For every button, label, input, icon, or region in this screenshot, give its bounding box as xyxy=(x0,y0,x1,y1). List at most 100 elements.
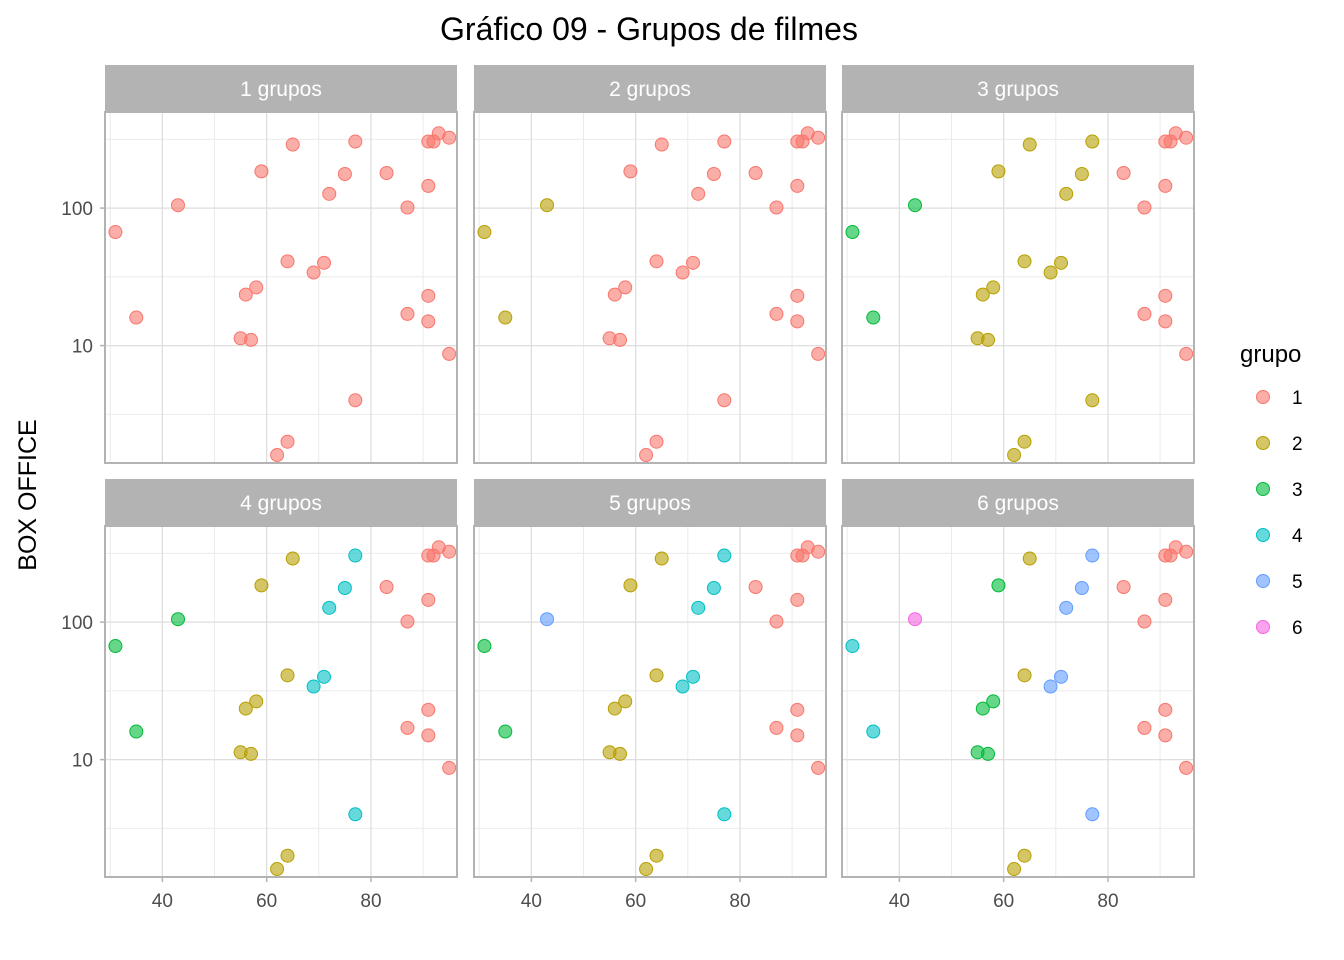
x-tick-label: 40 xyxy=(889,891,910,912)
data-point xyxy=(769,306,784,321)
data-point xyxy=(400,720,415,735)
data-point xyxy=(317,669,332,684)
data-point xyxy=(1007,862,1022,877)
facet-strip xyxy=(105,65,457,111)
data-point xyxy=(618,280,633,295)
data-point xyxy=(285,137,300,152)
data-point xyxy=(1017,668,1032,683)
x-tick-label: 60 xyxy=(993,891,1014,912)
data-point xyxy=(540,198,555,213)
y-axis-title: BOX OFFICE xyxy=(14,419,42,570)
data-point xyxy=(1043,265,1058,280)
data-point xyxy=(1158,178,1173,193)
legend-label: 4 xyxy=(1292,526,1303,547)
data-point xyxy=(706,581,721,596)
data-point xyxy=(1158,728,1173,743)
data-point xyxy=(421,592,436,607)
data-point xyxy=(249,694,264,709)
data-point xyxy=(244,332,259,347)
facet-panel-6: 6 grupos 40 60 80 xyxy=(841,479,1195,912)
data-point xyxy=(790,178,805,193)
data-point xyxy=(400,614,415,629)
data-point xyxy=(442,130,457,145)
data-point xyxy=(1137,720,1152,735)
data-point xyxy=(1116,580,1131,595)
data-point xyxy=(442,544,457,559)
facet-panel-2: 2 grupos xyxy=(473,65,827,464)
data-point xyxy=(1017,848,1032,863)
data-point xyxy=(845,639,860,654)
data-point xyxy=(1074,167,1089,182)
data-point xyxy=(1137,306,1152,321)
data-point xyxy=(1158,702,1173,717)
facet-strip xyxy=(474,65,826,111)
data-point xyxy=(1179,130,1194,145)
data-point xyxy=(1059,186,1074,201)
data-point xyxy=(991,578,1006,593)
data-point xyxy=(421,178,436,193)
data-points xyxy=(108,540,457,877)
x-tick-label: 80 xyxy=(360,891,381,912)
data-point xyxy=(1158,592,1173,607)
data-point xyxy=(811,130,826,145)
gridlines xyxy=(842,526,1194,877)
data-point xyxy=(769,200,784,215)
data-point xyxy=(649,668,664,683)
data-point xyxy=(280,254,295,269)
data-point xyxy=(691,186,706,201)
data-points xyxy=(845,540,1194,877)
data-point xyxy=(249,280,264,295)
data-points xyxy=(845,126,1194,463)
legend-label: 3 xyxy=(1292,480,1303,501)
data-point xyxy=(717,134,732,149)
data-point xyxy=(654,137,669,152)
data-point xyxy=(129,724,144,739)
legend-label: 2 xyxy=(1292,434,1303,455)
y-tick-label: 10 xyxy=(72,337,93,358)
x-tick-label: 40 xyxy=(152,891,173,912)
data-point xyxy=(421,288,436,303)
data-point xyxy=(1179,346,1194,361)
y-tick-label: 10 xyxy=(72,751,93,772)
data-point xyxy=(866,724,881,739)
data-point xyxy=(306,679,321,694)
data-point xyxy=(400,306,415,321)
data-point xyxy=(706,167,721,182)
data-point xyxy=(477,639,492,654)
data-point xyxy=(607,701,622,716)
facet-panel-5: 5 grupos 40 60 80 xyxy=(473,479,827,912)
facet-strip-label: 2 grupos xyxy=(609,78,691,101)
data-point xyxy=(790,702,805,717)
data-point xyxy=(613,746,628,761)
data-points xyxy=(477,540,826,877)
data-point xyxy=(285,551,300,566)
data-point xyxy=(1137,200,1152,215)
facet-strip xyxy=(105,479,457,525)
data-point xyxy=(1017,254,1032,269)
data-point xyxy=(686,669,701,684)
facet-strip xyxy=(842,65,1194,111)
data-point xyxy=(1158,314,1173,329)
data-point xyxy=(442,346,457,361)
panel-border xyxy=(104,525,458,878)
data-point xyxy=(623,578,638,593)
legend-key xyxy=(1256,390,1270,404)
data-point xyxy=(717,548,732,563)
data-point xyxy=(790,288,805,303)
legend-items: 1 2 3 4 5 6 xyxy=(1256,388,1303,639)
legend-label: 1 xyxy=(1292,388,1303,409)
data-point xyxy=(975,287,990,302)
data-point xyxy=(769,614,784,629)
data-point xyxy=(1022,551,1037,566)
data-point xyxy=(280,434,295,449)
data-point xyxy=(306,265,321,280)
facet-strip xyxy=(474,479,826,525)
data-point xyxy=(717,393,732,408)
data-point xyxy=(379,166,394,181)
data-point xyxy=(348,393,363,408)
data-point xyxy=(322,186,337,201)
data-point xyxy=(108,639,123,654)
legend-key xyxy=(1256,482,1270,496)
data-point xyxy=(748,166,763,181)
